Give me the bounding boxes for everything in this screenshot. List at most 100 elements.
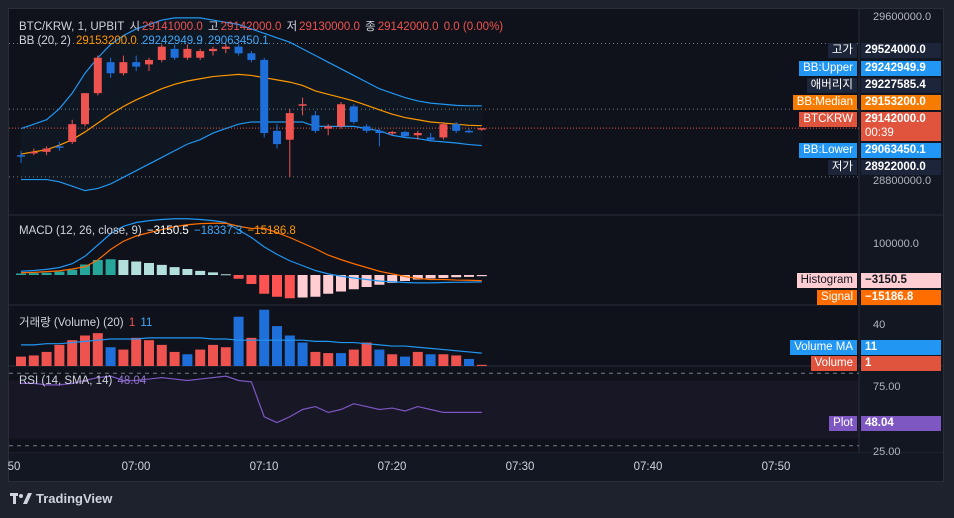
price-tag-name: 고가 — [827, 43, 857, 58]
volume-bar — [323, 353, 334, 366]
volume-ma-value: 11 — [140, 317, 153, 329]
macd-name: MACD (12, 26, close, 9) — [19, 225, 142, 237]
rsi-tick-75: 75.00 — [873, 381, 901, 393]
candle-body — [298, 104, 307, 106]
main-legend: BTC/KRW, 1, UPBIT 시 29141000.0 고 29142000.… — [19, 18, 505, 34]
plot-svg[interactable] — [9, 9, 943, 481]
volume-bar — [297, 342, 308, 366]
close-value: 29142000.0 — [377, 21, 439, 33]
candle-body — [452, 124, 461, 131]
rsi-tag-value: 48.04 — [861, 416, 941, 431]
open-value: 29141000.0 — [142, 21, 203, 33]
macd-histogram-bar — [336, 275, 346, 292]
candle-body — [93, 57, 102, 94]
volume-tag-name: Volume MA — [790, 340, 857, 355]
volume-bar — [425, 354, 436, 366]
macd-histogram-bar — [361, 275, 372, 287]
tradingview-logo[interactable]: TradingView — [10, 491, 112, 506]
macd-legend[interactable]: MACD (12, 26, close, 9) −3150.5 −18337.3… — [19, 225, 298, 237]
rsi-name: RSI (14, SMA, 14) — [19, 375, 113, 387]
macd-histogram-bar — [284, 275, 295, 299]
volume-bar — [259, 309, 270, 366]
high-value: 29142000.0 — [220, 21, 282, 33]
candle-body — [209, 48, 217, 52]
macd-tag-name: Signal — [817, 290, 857, 305]
candle-body — [119, 62, 128, 74]
volume-bar — [220, 347, 231, 366]
macd-histogram-bar — [105, 259, 116, 275]
volume-value: 1 — [128, 317, 136, 329]
time-label-6: 07:50 — [761, 461, 791, 473]
candle-body — [260, 59, 269, 134]
rsi-value: 48.04 — [117, 375, 147, 387]
candle-body — [324, 126, 333, 129]
candle-body — [413, 133, 422, 136]
time-label-2: 07:10 — [249, 461, 279, 473]
macd-histogram-bar — [233, 275, 244, 279]
volume-bar — [246, 337, 257, 366]
candle-body — [183, 48, 192, 58]
macd-histogram-bar — [310, 275, 321, 297]
rsi-legend[interactable]: RSI (14, SMA, 14) 48.04 — [19, 375, 148, 387]
candle-body — [234, 46, 243, 54]
volume-bar — [80, 335, 90, 366]
chart-area[interactable]: BTC/KRW, 1, UPBIT 시 29141000.0 고 29142000.… — [8, 8, 944, 482]
candle-body — [349, 106, 358, 122]
rsi-line — [21, 375, 482, 424]
candle-body — [426, 137, 435, 140]
macd-histogram-bar — [16, 273, 26, 275]
candle-body — [42, 148, 51, 152]
price-tag-name: BB:Median — [792, 95, 857, 110]
bb-median-value: 29153200.0 — [75, 35, 137, 47]
rsi-tag-name: Plot — [829, 416, 857, 431]
volume-bar — [310, 351, 321, 366]
volume-bar — [374, 349, 385, 366]
candle-body — [362, 126, 371, 131]
macd-histogram-bar — [246, 275, 257, 284]
candle-body — [247, 53, 256, 60]
tradingview-logo-icon — [10, 492, 32, 504]
volume-bar — [92, 333, 103, 366]
candle-body — [145, 59, 153, 65]
macd-histogram-bar — [272, 275, 282, 297]
symbol-label[interactable]: BTC/KRW, 1, UPBIT — [19, 21, 125, 33]
macd-histogram-bar — [451, 275, 462, 278]
candle-body — [337, 104, 345, 127]
macd-histogram-bar — [425, 275, 436, 279]
macd-line — [20, 218, 482, 284]
volume-legend[interactable]: 거래량 (Volume) (20) 1 11 — [19, 314, 154, 330]
macd-histogram-bar — [348, 275, 359, 290]
price-tag-name: 애버리지 — [806, 78, 857, 93]
bb-name: BB (20, 2) — [19, 35, 71, 47]
candle-body — [132, 62, 141, 67]
price-tag-value: 29524000.0 — [861, 43, 941, 58]
volume-bar — [284, 335, 295, 366]
volume-ma-line — [21, 337, 482, 354]
price-tag-value: 29242949.9 — [861, 61, 941, 76]
macd-histogram-bar — [387, 275, 398, 283]
macd-tag-value: −3150.5 — [861, 273, 941, 288]
low-value: 29130000.0 — [299, 21, 360, 33]
macd-histogram-bar — [28, 273, 39, 275]
close-label: 종 — [365, 21, 376, 33]
volume-bar — [361, 342, 372, 366]
volume-bar — [169, 351, 180, 366]
candle-body — [439, 124, 448, 138]
macd-histogram-bar — [220, 274, 231, 276]
macd-histogram-bar — [412, 275, 423, 280]
volume-bar — [412, 351, 423, 366]
bb-legend[interactable]: BB (20, 2) 29153200.0 29242949.9 2906345… — [19, 35, 271, 47]
candle-body — [477, 128, 486, 130]
candle-body — [170, 48, 179, 58]
volume-bar — [464, 358, 474, 366]
volume-bar — [438, 354, 449, 366]
macd-histogram-bar — [41, 272, 52, 275]
price-tag-value: 29227585.4 — [861, 78, 941, 93]
macd-histogram-bar — [67, 269, 78, 275]
volume-bar — [118, 349, 129, 366]
macd-histogram-bar — [131, 261, 142, 275]
volume-bar — [451, 355, 462, 366]
macd-hist-value: −3150.5 — [146, 225, 189, 237]
macd-histogram-bar — [259, 275, 270, 294]
time-label-1: 07:00 — [121, 461, 151, 473]
